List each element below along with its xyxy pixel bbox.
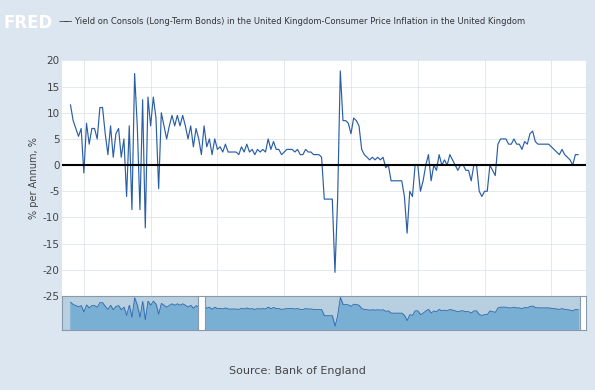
Text: —: — [58, 16, 68, 27]
Y-axis label: % per Annum, %: % per Annum, % [29, 137, 39, 219]
Text: FRED: FRED [4, 14, 53, 32]
Text: Source: Bank of England: Source: Bank of England [229, 366, 366, 376]
Text: — Yield on Consols (Long-Term Bonds) in the United Kingdom-Consumer Price Inflat: — Yield on Consols (Long-Term Bonds) in … [64, 17, 525, 26]
Bar [580, 296, 587, 330]
Bar [198, 296, 205, 330]
